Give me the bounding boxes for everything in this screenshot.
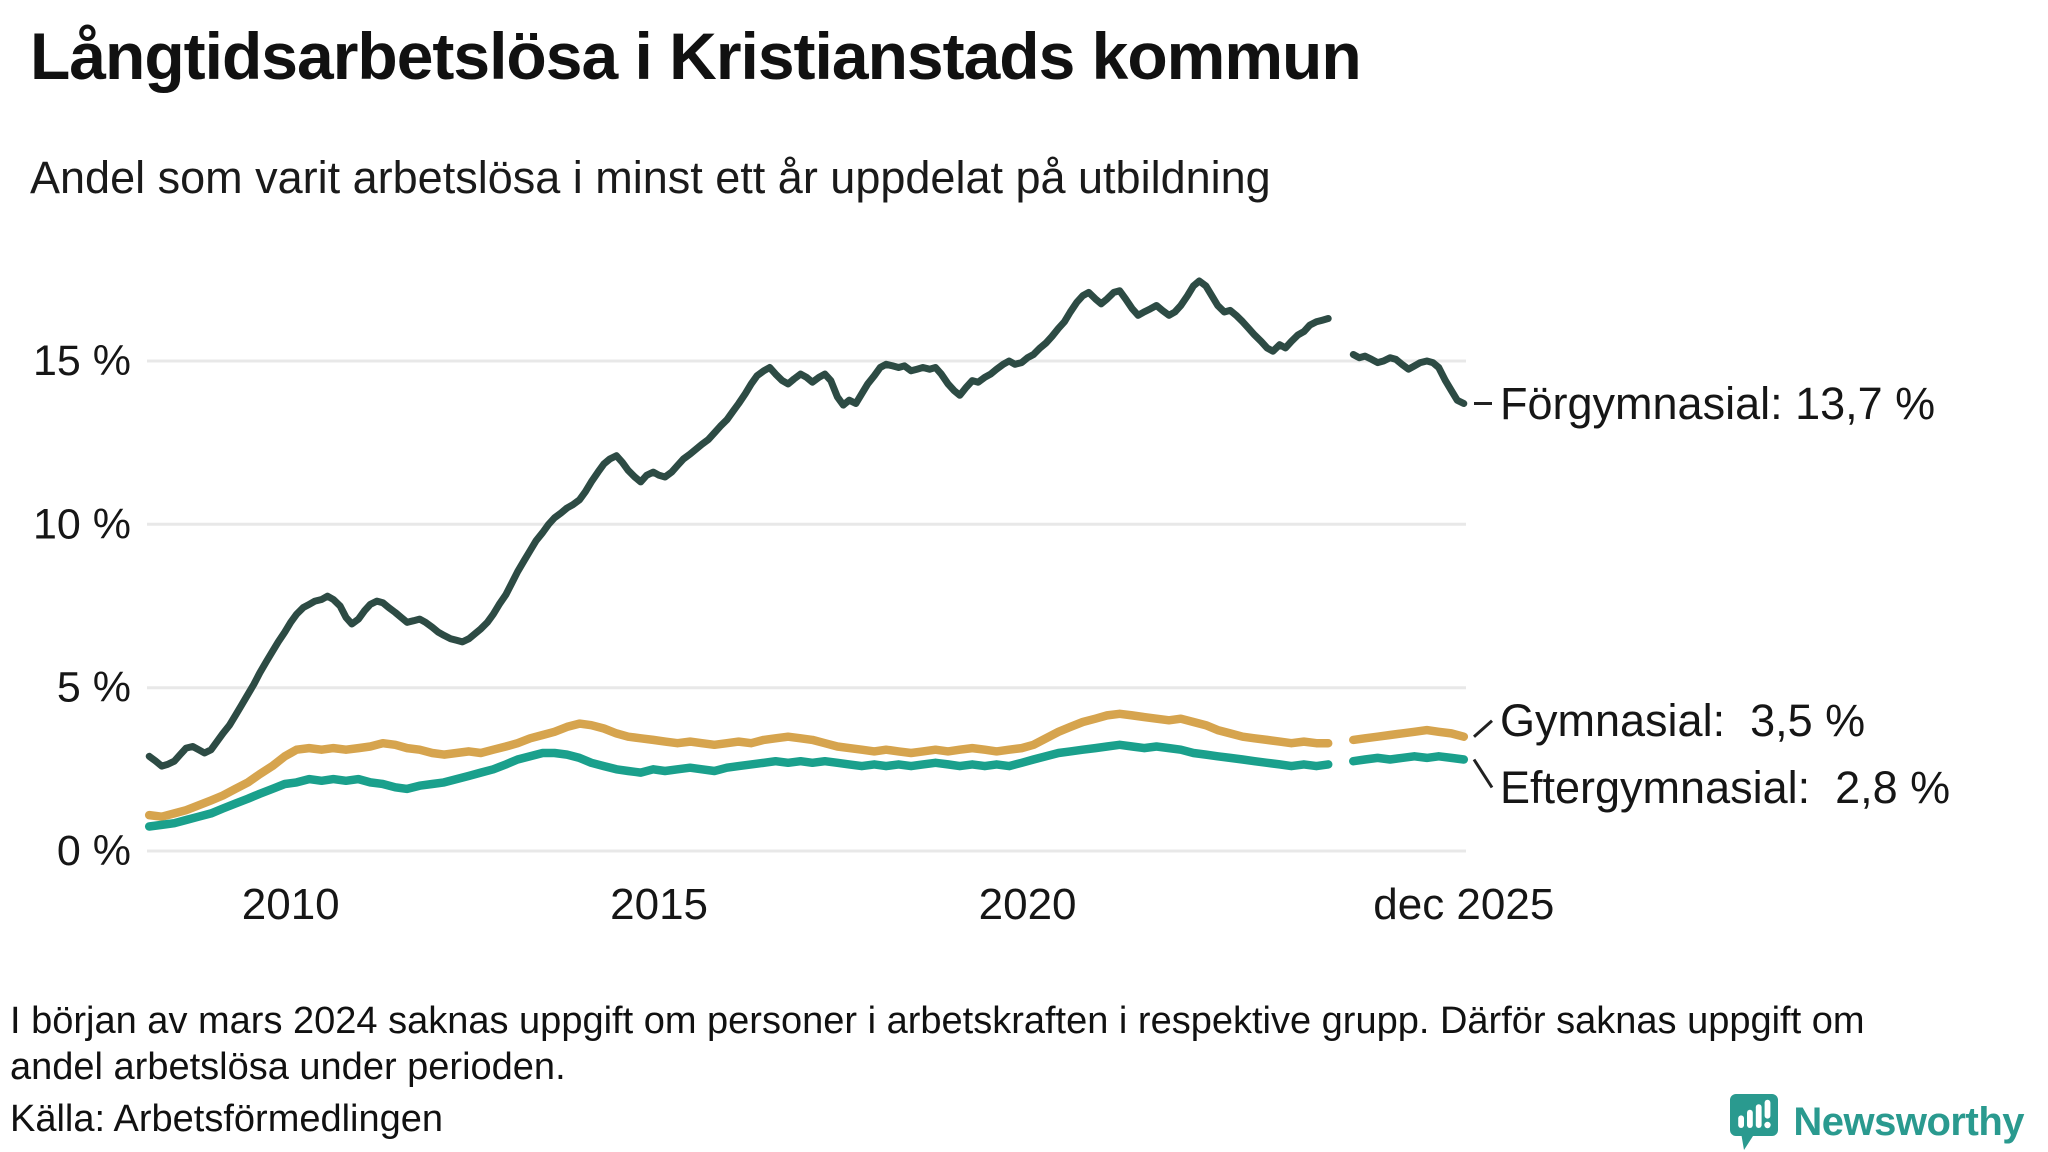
x-axis-label: 2015: [610, 880, 708, 929]
series-line-forgymnasial: [145, 277, 1332, 770]
x-axis-label: 2010: [242, 880, 340, 929]
x-axis-label: dec 2025: [1373, 880, 1554, 929]
chart-subtitle: Andel som varit arbetslösa i minst ett å…: [30, 152, 1271, 203]
newsworthy-speech-bubble-bar-chart-icon: [1730, 1094, 1779, 1150]
y-axis-label: 15 %: [33, 337, 131, 385]
series-end-label-gymnasial: Gymnasial: 3,5 %: [1500, 695, 1865, 746]
chart-footnote: I början av mars 2024 saknas uppgift om …: [10, 998, 2020, 1090]
x-axis-label: 2020: [979, 880, 1077, 929]
page-title: Långtidsarbetslösa i Kristianstads kommu…: [30, 19, 1362, 93]
y-axis-label: 0 %: [57, 827, 131, 875]
series-end-label-forgymnasial: Förgymnasial: 13,7 %: [1500, 378, 1935, 429]
label-connector-eftergymnasial: [1472, 758, 1494, 789]
footnote-line-2: andel arbetslösa under perioden.: [10, 1046, 566, 1088]
series-end-label-eftergymnasial: Eftergymnasial: 2,8 %: [1500, 762, 1950, 813]
series-line-gymnasial: [144, 709, 1333, 821]
series-line-eftergymnasial: [144, 740, 1333, 831]
source-credit: Källa: Arbetsförmedlingen: [10, 1098, 444, 1140]
y-axis-label: 5 %: [57, 664, 131, 712]
series-line-eftergymnasial: [1349, 752, 1469, 766]
y-axis-label: 10 %: [33, 500, 131, 548]
newsworthy-wordmark: Newsworthy: [1793, 1099, 2024, 1144]
newsworthy-branding: Newsworthy: [1729, 1092, 2024, 1152]
footnote-line-1: I början av mars 2024 saknas uppgift om …: [10, 1000, 1865, 1042]
label-connector-gymnasial: [1473, 719, 1493, 738]
series-line-forgymnasial: [1349, 351, 1468, 407]
series-line-gymnasial: [1349, 725, 1469, 745]
